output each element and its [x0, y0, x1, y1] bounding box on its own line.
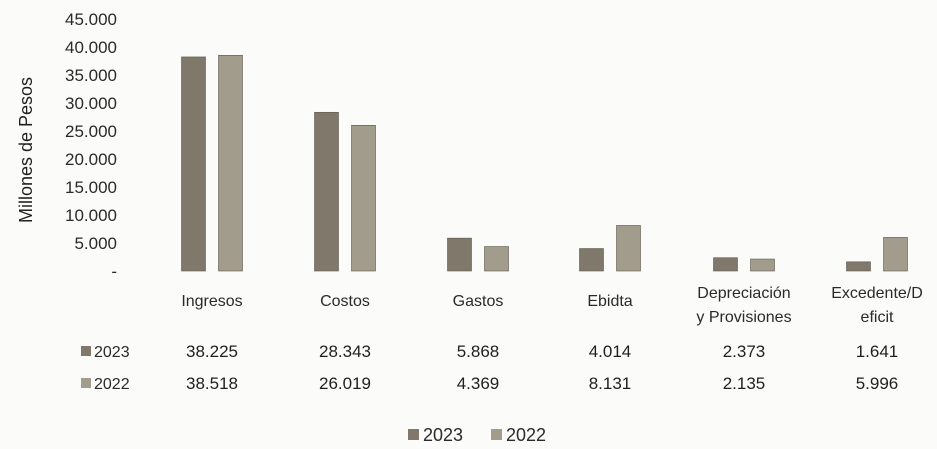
legend-label: 2022 — [506, 425, 546, 445]
data-label: 28.343 — [319, 342, 371, 361]
legend-key-2022 — [491, 429, 502, 440]
data-label: 5.868 — [457, 342, 500, 361]
bar-2023 — [181, 56, 206, 272]
bar-2022 — [750, 258, 775, 272]
category-label: Gastos — [453, 293, 504, 310]
y-tick-label: 35.000 — [65, 66, 117, 85]
legend-label: 2023 — [423, 425, 463, 445]
data-label: 8.131 — [589, 374, 632, 393]
bar-2022 — [218, 54, 243, 272]
bar-2023 — [314, 111, 339, 272]
y-tick-label: 10.000 — [65, 206, 117, 225]
y-tick-label: 45.000 — [65, 10, 117, 29]
bar-2023 — [579, 248, 604, 272]
y-tick-label: 20.000 — [65, 150, 117, 169]
data-label: 4.014 — [589, 342, 632, 361]
data-label: 38.225 — [186, 342, 238, 361]
y-tick-label: 30.000 — [65, 94, 117, 113]
category-label: Ebidta — [587, 293, 632, 310]
series-label: 2023 — [94, 344, 130, 361]
bar-2022 — [351, 124, 376, 272]
category-label: Ingresos — [181, 293, 242, 310]
y-axis-label: Millones de Pesos — [16, 77, 36, 223]
legend-key-2023 — [408, 429, 419, 440]
bar-2023 — [447, 237, 472, 272]
y-tick-label: 15.000 — [65, 178, 117, 197]
data-label: 4.369 — [457, 374, 500, 393]
y-tick-label: 5.000 — [74, 234, 117, 253]
data-label: 5.996 — [856, 374, 899, 393]
data-label: 26.019 — [319, 374, 371, 393]
bar-2022 — [484, 246, 509, 272]
bar-2023 — [846, 261, 871, 272]
bar-2022 — [616, 225, 641, 272]
category-label: Depreciación y Provisiones — [696, 285, 791, 326]
y-tick-label: - — [111, 262, 117, 281]
y-tick-label: 40.000 — [65, 38, 117, 57]
bar-2022 — [883, 237, 908, 272]
series-key-2022 — [81, 378, 91, 388]
category-label: Costos — [320, 293, 370, 310]
data-label: 38.518 — [186, 374, 238, 393]
series-key-2023 — [81, 346, 91, 356]
y-tick-label: 25.000 — [65, 122, 117, 141]
series-label: 2022 — [94, 376, 130, 393]
data-label: 1.641 — [856, 342, 899, 361]
data-label: 2.373 — [723, 342, 766, 361]
data-label: 2.135 — [723, 374, 766, 393]
bar-2023 — [713, 257, 738, 272]
category-label: Excedente/D eficit — [831, 285, 923, 326]
